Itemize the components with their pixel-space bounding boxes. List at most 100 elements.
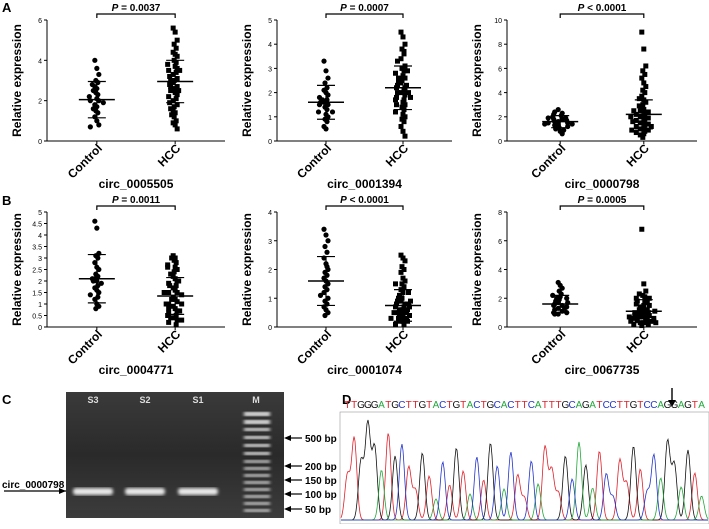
y-tick-label: 1 <box>268 115 272 122</box>
ladder-band <box>244 481 270 484</box>
data-point <box>166 290 172 295</box>
data-point <box>93 306 99 312</box>
data-point <box>562 305 568 311</box>
x-tick-label: Control <box>65 327 105 367</box>
y-tick-label: 2 <box>38 99 42 106</box>
ladder-band <box>244 488 270 491</box>
x-tick-label: HCC <box>624 327 653 356</box>
data-point <box>406 90 411 96</box>
data-point <box>640 68 646 74</box>
y-tick-label: 0 <box>38 325 42 332</box>
data-point <box>395 90 400 96</box>
base-call: T <box>481 400 487 411</box>
data-point <box>96 71 102 78</box>
data-point <box>92 57 98 63</box>
x-tick-label: Control <box>528 141 568 181</box>
data-point <box>173 45 179 51</box>
data-point <box>166 94 172 100</box>
p-text: = 0.0005 <box>587 195 627 206</box>
data-point <box>395 298 400 304</box>
data-point <box>94 118 100 124</box>
ladder-band <box>244 467 270 470</box>
y-tick-label: 5 <box>38 210 42 217</box>
arrowhead <box>284 477 291 483</box>
data-point <box>322 312 328 319</box>
data-point <box>542 121 548 127</box>
base-call: C <box>528 400 535 411</box>
data-point <box>176 278 182 284</box>
panel-label: C <box>2 392 12 407</box>
ladder-band <box>244 412 270 416</box>
panel-label: B <box>2 193 11 208</box>
y-tick-label: 2 <box>268 268 272 275</box>
data-point <box>639 75 645 81</box>
base-call: T <box>596 400 602 411</box>
data-point <box>399 295 405 301</box>
ladder-band <box>244 474 270 477</box>
data-point <box>166 319 172 325</box>
data-point <box>408 298 413 304</box>
data-point <box>398 29 404 35</box>
data-point <box>394 102 399 108</box>
data-point <box>404 315 409 321</box>
data-point <box>168 88 174 94</box>
data-point <box>174 92 180 98</box>
data-point <box>405 307 410 313</box>
base-call: A <box>657 400 664 411</box>
arrowhead <box>284 506 291 512</box>
lane-label: S2 <box>139 395 150 405</box>
base-call: C <box>398 400 405 411</box>
data-point <box>174 53 180 59</box>
data-point <box>171 114 177 120</box>
data-point <box>325 92 331 98</box>
data-point <box>628 114 634 120</box>
ladder-label: 100 bp <box>305 490 337 501</box>
data-point <box>402 75 408 81</box>
base-call: C <box>609 400 616 411</box>
data-point <box>173 118 179 124</box>
data-point <box>173 69 179 75</box>
base-call: C <box>473 400 480 411</box>
y-axis-label: Relative expression <box>470 24 484 137</box>
data-point <box>315 109 322 115</box>
base-call: A <box>378 400 385 411</box>
data-point <box>397 292 402 298</box>
x-tick-label: HCC <box>155 141 184 170</box>
data-point <box>645 321 651 327</box>
data-point <box>400 128 406 134</box>
x-tick-label: HCC <box>624 141 653 170</box>
base-call: T <box>426 400 432 411</box>
data-point <box>565 123 571 130</box>
data-point <box>398 252 404 258</box>
data-point <box>322 243 328 250</box>
data-point <box>171 104 177 110</box>
base-call: A <box>589 400 596 411</box>
data-point <box>174 290 180 295</box>
data-point <box>324 249 330 255</box>
data-point <box>324 119 330 125</box>
data-point <box>398 123 404 129</box>
base-call: C <box>643 400 650 411</box>
base-call: G <box>582 400 590 411</box>
data-point <box>388 315 394 321</box>
data-point <box>87 292 93 298</box>
data-point <box>92 260 98 266</box>
data-point <box>323 232 329 238</box>
ladder-band <box>244 436 270 439</box>
y-tick-label: 1.5 <box>32 291 42 298</box>
p-symbol: P <box>112 3 119 14</box>
data-point <box>165 61 171 67</box>
data-point <box>641 131 647 137</box>
base-call: G <box>664 400 672 411</box>
base-call: T <box>617 400 623 411</box>
ladder-band <box>244 428 270 431</box>
data-point <box>402 258 408 264</box>
data-point <box>400 34 406 40</box>
band <box>73 488 113 495</box>
y-axis-label: Relative expression <box>240 213 254 326</box>
base-call: G <box>487 400 495 411</box>
data-point <box>394 301 399 307</box>
arrowhead <box>668 400 676 407</box>
base-call: G <box>452 400 460 411</box>
